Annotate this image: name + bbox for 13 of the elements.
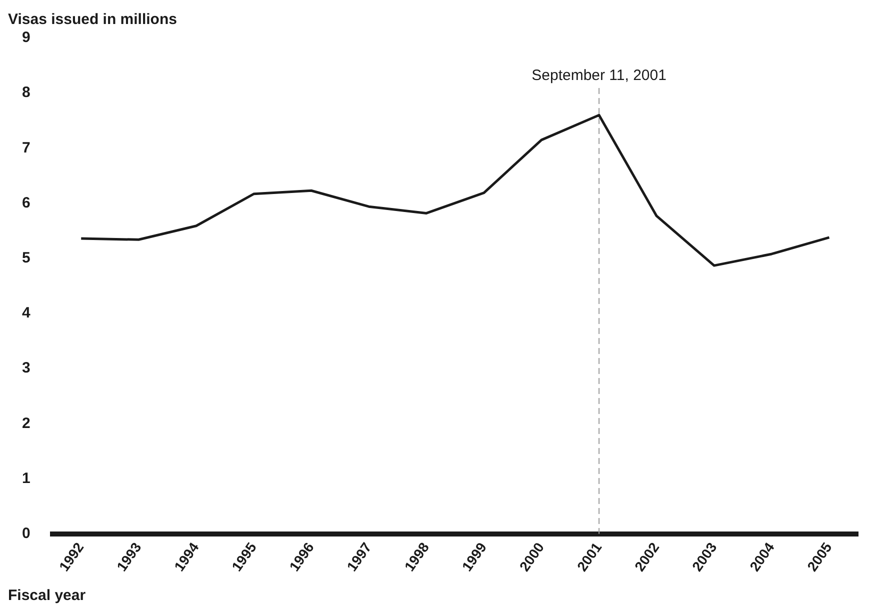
x-axis-title: Fiscal year <box>8 587 86 604</box>
y-tick-label: 5 <box>22 250 30 267</box>
y-tick-label: 2 <box>22 414 30 432</box>
y-tick-label: 8 <box>22 84 30 102</box>
y-tick-label: 3 <box>22 360 30 377</box>
y-tick-label: 6 <box>22 194 30 212</box>
y-tick-label: 0 <box>22 524 30 542</box>
y-tick-label: 7 <box>22 139 30 156</box>
ref-line-label: September 11, 2001 <box>532 67 666 84</box>
y-tick-label: 4 <box>22 304 31 322</box>
y-tick-label: 9 <box>22 29 30 46</box>
y-tick-label: 1 <box>22 470 30 487</box>
y-axis-title: Visas issued in millions <box>8 11 177 28</box>
